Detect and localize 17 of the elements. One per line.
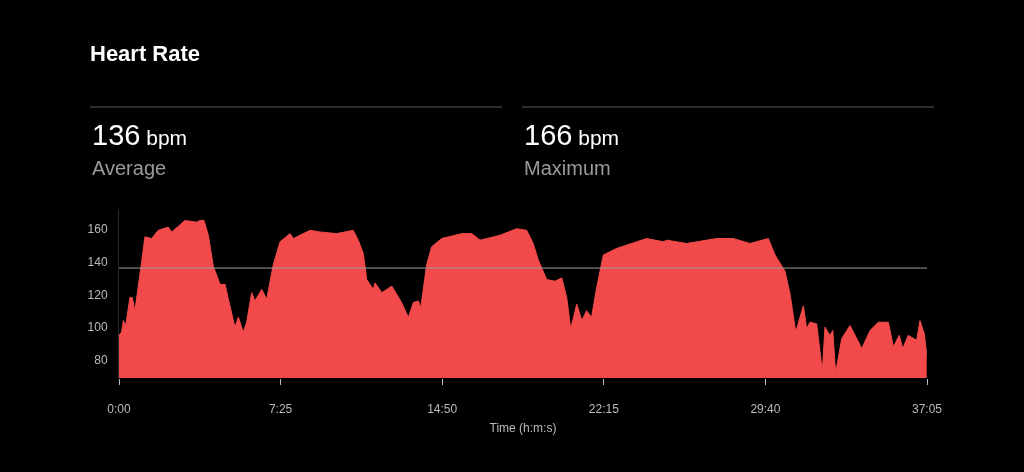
y-tick-label: 160: [87, 221, 108, 236]
y-tick-label: 140: [87, 254, 108, 269]
y-tick-label: 80: [94, 353, 108, 368]
x-tick-label: 14:50: [427, 402, 458, 417]
x-tick-label: 22:15: [588, 402, 620, 417]
text: Average: [92, 157, 167, 179]
x-tick-label: 7:25: [268, 402, 293, 417]
chart-title: Heart Rate: [90, 40, 201, 66]
y-tick-label: 100: [87, 320, 108, 335]
text: 136 bpm: [92, 119, 188, 151]
x-tick-label: 37:05: [911, 402, 943, 417]
text: Maximum: [524, 157, 611, 179]
text: 166 bpm: [524, 119, 620, 151]
x-tick-label: 0:00: [107, 402, 131, 417]
x-axis-title: Time (h:m:s): [489, 421, 557, 436]
y-tick-label: 120: [87, 287, 108, 302]
x-tick-label: 29:40: [750, 402, 781, 417]
